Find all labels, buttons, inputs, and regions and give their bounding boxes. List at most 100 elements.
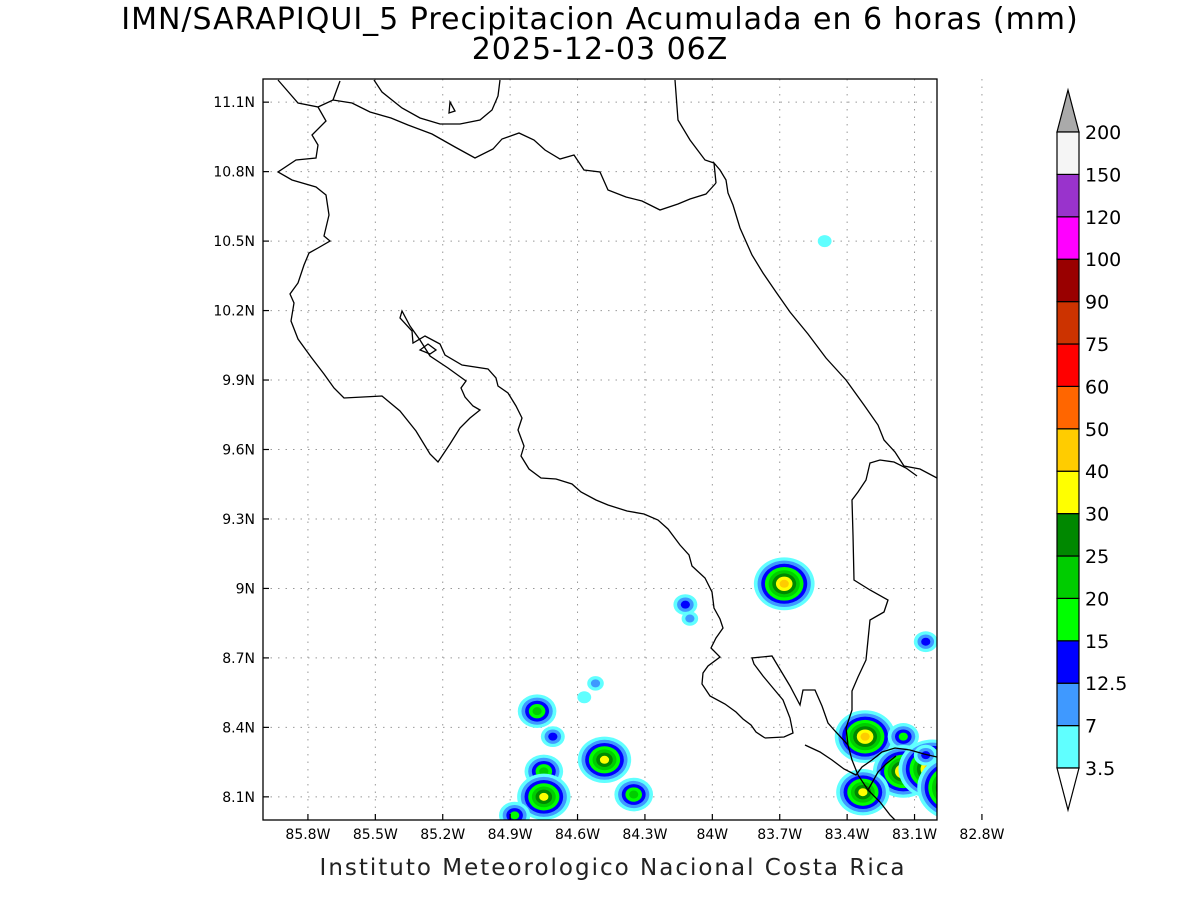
colorbar-label: 12.5 [1085,673,1127,695]
colorbar-label: 30 [1085,504,1109,526]
osa-peninsula-coast [751,655,849,746]
precip-contour [548,732,558,741]
precip-cell [817,235,832,248]
precip-contour [931,775,937,801]
map-date-subtitle: 2025-12-03 06Z [471,32,729,67]
precip-contour [680,600,690,609]
costa-rica-pacific-coast [276,79,766,739]
precip-contour [858,788,868,797]
lat-tick-label: 9N [236,581,255,597]
precip-cell [587,676,604,691]
precip-contour [577,691,592,704]
precip-contour [860,732,870,741]
lon-tick-label: 84.6W [555,827,600,843]
lat-tick-label: 10.5N [213,234,255,250]
lat-tick-label: 9.9N [222,373,255,389]
institution-credit: Instituto Meteorologico Nacional Costa R… [319,855,907,881]
nicaragua-pacific-coast [332,80,341,101]
colorbar-swatch [1056,216,1080,260]
precip-cell [917,758,937,817]
precip-contour [685,614,695,623]
colorbar-label: 120 [1085,207,1121,229]
colorbar-swatch [1056,258,1080,303]
colorbar-label: 40 [1085,461,1109,483]
colorbar-swatch [1056,343,1080,388]
colorbar-label: 15 [1085,631,1109,653]
colorbar-swatch [1056,512,1080,557]
colorbar-swatch [1056,682,1080,727]
colorbar-swatch [1056,597,1080,642]
colorbar-swatch [1056,555,1080,600]
colorbar-swatch [1056,385,1080,430]
lat-tick-label: 10.8N [213,165,255,181]
lat-tick-label: 9.3N [222,512,255,528]
precip-cell [836,769,890,816]
precip-contour [590,679,601,688]
colorbar-label: 75 [1085,334,1109,356]
precip-cell [517,773,571,820]
chira-island [418,343,438,355]
colorbar-label: 90 [1085,292,1109,314]
colorbar-under-arrow [1056,767,1080,813]
lat-tick-label: 8.1N [222,790,255,806]
precip-contour [921,751,931,760]
map-background [263,79,937,820]
colorbar-swatch [1056,301,1080,345]
colorbar-swatch [1056,640,1080,684]
lon-tick-label: 84W [696,827,728,843]
costa-rica-nicaragua-border [317,99,717,211]
precip-cell [913,744,937,766]
nicaragua-caribbean-coast [674,79,715,164]
lon-tick-label: 84.3W [622,827,667,843]
lake-nicaragua-shore [373,79,501,125]
precip-contour [898,732,908,741]
lon-tick-label: 84.9W [488,827,533,843]
precip-contour [599,755,610,764]
colorbar-label: 60 [1085,376,1109,398]
colorbar-label: 25 [1085,546,1109,568]
precip-contour [629,790,639,799]
lat-tick-label: 9.6N [222,443,255,459]
precip-cell [614,777,654,812]
precip-cell [673,594,698,616]
lat-tick-label: 11.1N [213,95,255,111]
lat-tick-label: 10.2N [213,304,255,320]
lon-tick-label: 83.1W [892,827,937,843]
golfo-dulce-coast [804,744,937,776]
colorbar-swatch [1056,131,1080,176]
isla-del-cano [448,99,456,114]
precip-cell [577,736,632,783]
precip-cell [498,801,531,820]
precip-contour [539,767,549,776]
colorbar-label: 50 [1085,419,1109,441]
colorbar-label: 100 [1085,249,1121,271]
lon-tick-label: 82.8W [959,827,1004,843]
costa-rica-panama-border [845,459,918,820]
coastline-and-borders [276,79,937,820]
lon-tick-label: 83.7W [757,827,802,843]
map-title: IMN/SARAPIQUI_5 Precipitacion Acumulada … [121,2,1079,37]
colorbar-swatch [1056,428,1080,472]
panama-coast [867,755,897,791]
precip-cell [540,726,565,748]
lon-tick-label: 85.5W [353,827,398,843]
precip-cell [887,723,919,751]
caribbean-coast [713,161,937,479]
lat-tick-label: 8.4N [222,720,255,736]
lon-tick-label: 83.4W [825,827,870,843]
precip-cell [753,557,815,611]
latitude-axis: 8.1N 8.4N 8.7N 9N 9.3N 9.6N 9.9N 10.2N 10.5N 10.8… [213,95,269,806]
colorbar-label: 20 [1085,588,1109,610]
precip-contour [921,637,931,646]
colorbar-swatch [1056,173,1080,218]
precip-cell [517,694,557,728]
precip-contour [510,811,520,820]
precip-cell [913,631,937,653]
precip-cell [577,691,592,704]
precipitation-field [498,235,937,820]
longitude-axis: 85.8W 85.5W 85.2W 84.9W 84.6W 84.3W 84W 83.7W 83… [285,814,1005,843]
precip-contour [532,707,542,716]
lat-tick-label: 8.7N [222,651,255,667]
